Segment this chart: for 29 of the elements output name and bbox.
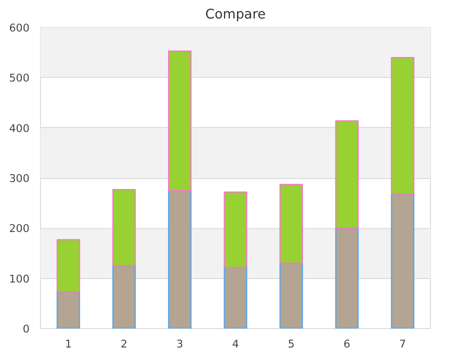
x-tick-label: 6 [344,338,351,350]
bar [390,193,414,328]
bar [335,120,359,229]
bar [56,291,80,328]
x-tick-label: 4 [232,338,240,350]
x-tick-label: 3 [176,338,184,350]
bar [112,188,136,266]
y-tick-label: 100 [9,272,30,286]
bar [279,262,303,328]
bar [168,50,192,192]
x-tick-label: 5 [288,338,295,350]
bar [335,228,359,328]
bar [390,57,414,195]
bar [224,191,248,268]
y-tick-label: 500 [9,72,30,85]
y-tick-label: 400 [9,122,30,135]
y-tick-label: 0 [22,322,30,336]
chart-title: Compare [205,8,266,22]
y-tick-label: 600 [9,22,30,34]
x-tick-label: 2 [120,338,128,350]
bar [112,265,136,328]
bar [279,184,303,264]
bar [56,239,80,292]
bar [168,190,192,328]
x-tick-label: 7 [399,338,406,350]
y-tick-label: 300 [9,172,30,185]
bar [224,266,248,328]
x-tick-label: 1 [64,338,72,350]
y-tick-label: 200 [9,222,30,236]
